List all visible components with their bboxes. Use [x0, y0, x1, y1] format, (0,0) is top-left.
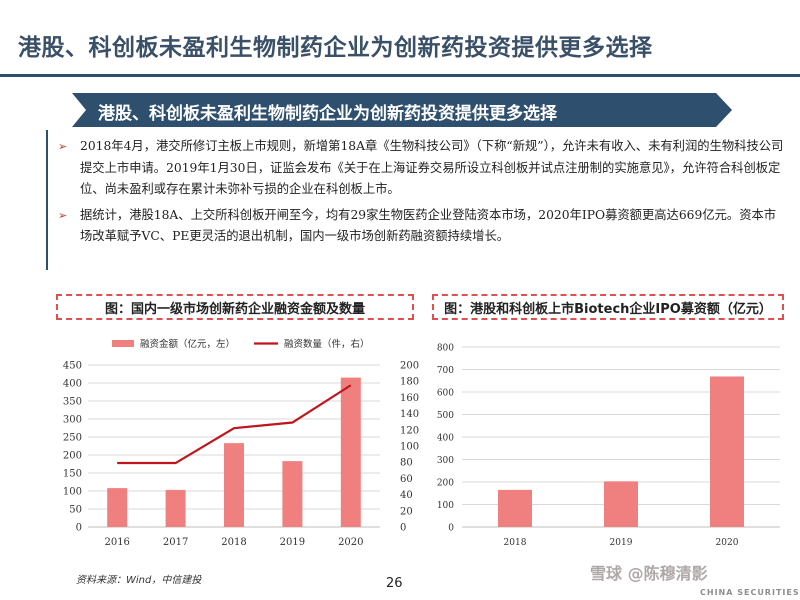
y-right-tick-label: 160	[400, 393, 419, 404]
y-left-tick-label: 50	[69, 505, 82, 516]
x-tick-label: 2018	[221, 537, 246, 548]
legend-label: 融资金额（亿元，左）	[140, 338, 235, 350]
page-number: 26	[386, 576, 403, 591]
y-left-tick-label: 200	[63, 451, 82, 462]
y-right-tick-label: 40	[400, 490, 413, 501]
x-tick-label: 2018	[504, 538, 527, 548]
x-tick-label: 2019	[610, 538, 633, 548]
y-right-tick-label: 20	[400, 506, 413, 517]
y-tick-label: 0	[448, 524, 454, 534]
y-right-tick-label: 100	[400, 442, 419, 453]
y-left-tick-label: 250	[63, 433, 82, 444]
y-left-tick-label: 150	[63, 469, 82, 480]
arrow-bullet-icon: ➢	[58, 140, 68, 153]
y-left-tick-label: 0	[76, 523, 82, 534]
y-right-tick-label: 200	[400, 361, 419, 372]
banner-text: 港股、科创板未盈利生物制药企业为创新药投资提供更多选择	[98, 104, 557, 124]
legend-swatch-bar	[112, 340, 134, 347]
bar-funding-amount	[224, 443, 244, 527]
side-divider	[46, 130, 48, 270]
y-left-tick-label: 100	[63, 487, 82, 498]
bar-funding-amount	[340, 377, 361, 527]
banner-shape	[72, 93, 732, 127]
y-left-tick-label: 350	[63, 397, 82, 408]
y-right-tick-label: 60	[400, 474, 413, 485]
line-funding-count	[117, 384, 352, 465]
bar-ipo-amount	[604, 481, 638, 527]
y-left-tick-label: 400	[63, 379, 82, 390]
y-tick-label: 700	[437, 366, 454, 376]
y-right-tick-label: 80	[400, 458, 413, 469]
bullet-item: ➢ 据统计，港股18A、上交所科创板开闸至今，均有29家生物医药企业登陆资本市场…	[58, 205, 788, 248]
legend-label: 融资数量（件，右）	[284, 338, 370, 350]
bullet-list: ➢ 2018年4月，港交所修订主板上市规则，新增第18A章《生物科技公司》（下称…	[58, 136, 788, 252]
arrow-bullet-icon: ➢	[58, 208, 68, 222]
watermark: 雪球 @陈穆清影	[590, 564, 708, 583]
x-tick-label: 2016	[104, 537, 129, 548]
bullet-text: 据统计，港股18A、上交所科创板开闸至今，均有29家生物医药企业登陆资本市场，2…	[80, 207, 777, 244]
y-tick-label: 300	[437, 456, 454, 466]
page-title: 港股、科创板未盈利生物制药企业为创新药投资提供更多选择	[18, 35, 653, 61]
watermark-logo-text: CHINA SECURITIES	[700, 588, 800, 597]
bar-funding-amount	[282, 461, 303, 527]
bullet-text: 2018年4月，港交所修订主板上市规则，新增第18A章《生物科技公司》（下称“新…	[80, 139, 784, 196]
y-right-tick-label: 0	[400, 523, 406, 534]
y-right-tick-label: 120	[400, 425, 419, 436]
chart2-title: 图：港股和科创板上市Biotech企业IPO募资额（亿元）	[432, 294, 784, 320]
x-tick-label: 2019	[280, 537, 305, 548]
bar-funding-amount	[107, 488, 128, 527]
title-divider	[0, 74, 800, 77]
y-tick-label: 500	[437, 411, 454, 421]
y-right-tick-label: 180	[400, 377, 419, 388]
y-tick-label: 800	[437, 344, 454, 354]
x-tick-label: 2020	[716, 538, 739, 548]
source-note: 资料来源：Wind，中信建投	[76, 575, 202, 586]
y-tick-label: 400	[437, 434, 454, 444]
chart1-title: 图：国内一级市场创新药企业融资金额及数量	[56, 294, 414, 320]
x-tick-label: 2020	[338, 537, 363, 548]
y-tick-label: 600	[437, 389, 454, 399]
y-tick-label: 200	[437, 479, 454, 489]
section-banner: 港股、科创板未盈利生物制药企业为创新药投资提供更多选择	[72, 93, 732, 127]
bar-funding-amount	[165, 489, 186, 527]
bar-ipo-amount	[710, 376, 744, 527]
y-left-tick-label: 300	[63, 415, 82, 426]
y-tick-label: 100	[437, 501, 454, 511]
x-tick-label: 2017	[163, 537, 188, 548]
y-right-tick-label: 140	[400, 409, 419, 420]
y-left-tick-label: 450	[63, 361, 82, 372]
bullet-item: ➢ 2018年4月，港交所修订主板上市规则，新增第18A章《生物科技公司》（下称…	[58, 136, 788, 201]
bar-ipo-amount	[498, 489, 532, 527]
